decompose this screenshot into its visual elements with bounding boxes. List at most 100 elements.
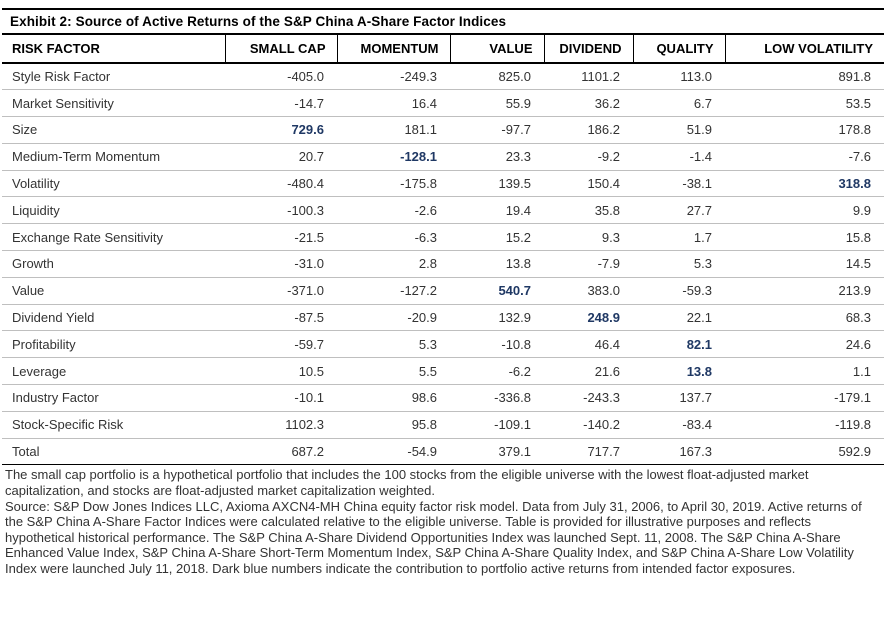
value-cell: 9.3 (544, 223, 633, 252)
footnote-source: Source: S&P Dow Jones Indices LLC, Axiom… (5, 498, 862, 577)
value-cell-highlighted: 729.6 (225, 116, 337, 144)
risk-factor-label: Profitability (2, 330, 225, 359)
value-cell: -2.6 (337, 196, 450, 225)
value-cell-highlighted: 248.9 (544, 304, 633, 332)
value-cell-highlighted: 82.1 (633, 330, 725, 359)
value-cell: 15.8 (725, 223, 884, 252)
table-row: Growth -31.0 2.8 13.8 -7.9 5.3 14.5 (2, 250, 884, 278)
value-cell: 51.9 (633, 116, 725, 144)
value-cell: 687.2 (291, 444, 324, 460)
value-cell: 20.7 (225, 143, 337, 171)
value-cell: 150.4 (544, 170, 633, 198)
value-cell: -59.3 (633, 277, 725, 305)
value-cell: 1.7 (633, 223, 725, 252)
value-cell: 68.3 (725, 304, 884, 332)
table-row: Total 687.2 -54.9 379.1 717.7 167.3 592.9 (2, 438, 884, 465)
value-cell: 1101.2 (544, 63, 633, 91)
value-cell: 10.5 (225, 357, 337, 386)
column-header-risk-factor: RISK FACTOR (2, 35, 225, 64)
risk-factor-label: Liquidity (2, 196, 225, 225)
table-row: Medium-Term Momentum 20.7 -128.1 23.3 -9.2 -1… (2, 143, 884, 171)
value-cell: 24.6 (725, 330, 884, 359)
value-cell: 98.6 (337, 384, 450, 412)
table-row: Stock-Specific Risk 1102.3 95.8 -109.1 -140.… (2, 411, 884, 439)
table-row: Volatility -480.4 -175.8 139.5 150.4 -38.1 318… (2, 170, 884, 198)
table-row: Value -371.0 -127.2 540.7 383.0 -59.3 213.9 (2, 277, 884, 305)
value-cell: -20.9 (337, 304, 450, 332)
value-cell: -405.0 (225, 63, 337, 91)
value-cell: -175.8 (337, 170, 450, 198)
value-cell: -10.1 (225, 384, 337, 412)
table-row: Industry Factor -10.1 98.6 -336.8 -243.3 137.… (2, 384, 884, 412)
value-cell: 19.4 (450, 196, 544, 225)
footnote-methodology: The small cap portfolio is a hypothetica… (5, 467, 809, 499)
value-cell: 9.9 (725, 196, 884, 225)
risk-factor-label: Growth (2, 250, 225, 278)
table-row: Style Risk Factor -405.0 -249.3 825.0 1101.2… (2, 63, 884, 91)
value-cell: -87.5 (225, 304, 337, 332)
risk-factor-label: Total (12, 444, 40, 460)
value-cell: 14.5 (725, 250, 884, 278)
table-body: Style Risk Factor -405.0 -249.3 825.0 1101.2… (2, 63, 884, 465)
risk-factor-label: Leverage (2, 357, 225, 386)
risk-factor-label: Market Sensitivity (2, 89, 225, 118)
column-header-low-volatility: LOW VOLATILITY (724, 35, 884, 64)
table-row: Size 729.6 181.1 -97.7 186.2 51.9 178.8 (2, 116, 884, 144)
value-cell: -480.4 (225, 170, 337, 198)
value-cell: 5.5 (337, 357, 450, 386)
risk-factor-label: Stock-Specific Risk (2, 411, 225, 439)
value-cell: 23.3 (450, 143, 544, 171)
value-cell: 13.8 (450, 250, 544, 278)
value-cell: 16.4 (337, 89, 450, 118)
risk-factor-label: Industry Factor (2, 384, 225, 412)
value-cell: -83.4 (633, 411, 725, 439)
value-cell: -336.8 (450, 384, 544, 412)
value-cell: -7.6 (725, 143, 884, 171)
risk-factor-label: Value (2, 277, 225, 305)
value-cell: 137.7 (633, 384, 725, 412)
value-cell: -14.7 (225, 89, 337, 118)
value-cell: 139.5 (450, 170, 544, 198)
value-cell: 592.9 (838, 444, 871, 460)
value-cell: -9.2 (544, 143, 633, 171)
value-cell: -179.1 (725, 384, 884, 412)
value-cell: -100.3 (225, 196, 337, 225)
value-cell: 379.1 (498, 444, 531, 460)
value-cell: -31.0 (225, 250, 337, 278)
value-cell: 167.3 (679, 444, 712, 460)
value-cell: -6.2 (450, 357, 544, 386)
table-row: Exchange Rate Sensitivity -21.5 -6.3 15.2 9.… (2, 223, 884, 252)
risk-factor-label: Dividend Yield (2, 304, 225, 332)
risk-factor-label: Exchange Rate Sensitivity (2, 223, 225, 252)
risk-factor-label: Volatility (2, 170, 225, 198)
risk-factor-label: Medium-Term Momentum (2, 143, 225, 171)
value-cell: 1.1 (725, 357, 884, 386)
table-row: Liquidity -100.3 -2.6 19.4 35.8 27.7 9.9 (2, 196, 884, 225)
value-cell: 22.1 (633, 304, 725, 332)
value-cell: 5.3 (337, 330, 450, 359)
value-cell: 1102.3 (225, 411, 337, 439)
value-cell: 21.6 (544, 357, 633, 386)
factor-returns-table: RISK FACTOR SMALL CAP MOMENTUM VALUE DIV… (2, 35, 884, 466)
value-cell: -38.1 (633, 170, 725, 198)
column-header-value: VALUE (449, 35, 544, 64)
footnotes: The small cap portfolio is a hypothetica… (2, 465, 884, 576)
value-cell: 36.2 (544, 89, 633, 118)
value-cell: 383.0 (544, 277, 633, 305)
exhibit-title: Exhibit 2: Source of Active Returns of t… (2, 8, 884, 35)
value-cell-highlighted: 318.8 (725, 170, 884, 198)
value-cell: 178.8 (725, 116, 884, 144)
value-cell: 46.4 (544, 330, 633, 359)
value-cell: 55.9 (450, 89, 544, 118)
value-cell: -127.2 (337, 277, 450, 305)
column-header-quality: QUALITY (632, 35, 725, 64)
value-cell: 35.8 (544, 196, 633, 225)
value-cell: 5.3 (633, 250, 725, 278)
value-cell: 95.8 (337, 411, 450, 439)
value-cell: -59.7 (225, 330, 337, 359)
value-cell: -140.2 (544, 411, 633, 439)
value-cell: 891.8 (725, 63, 884, 91)
table-row: Profitability -59.7 5.3 -10.8 46.4 82.1 24.6 (2, 330, 884, 359)
value-cell: -54.9 (407, 444, 437, 460)
column-header-momentum: MOMENTUM (336, 35, 450, 64)
